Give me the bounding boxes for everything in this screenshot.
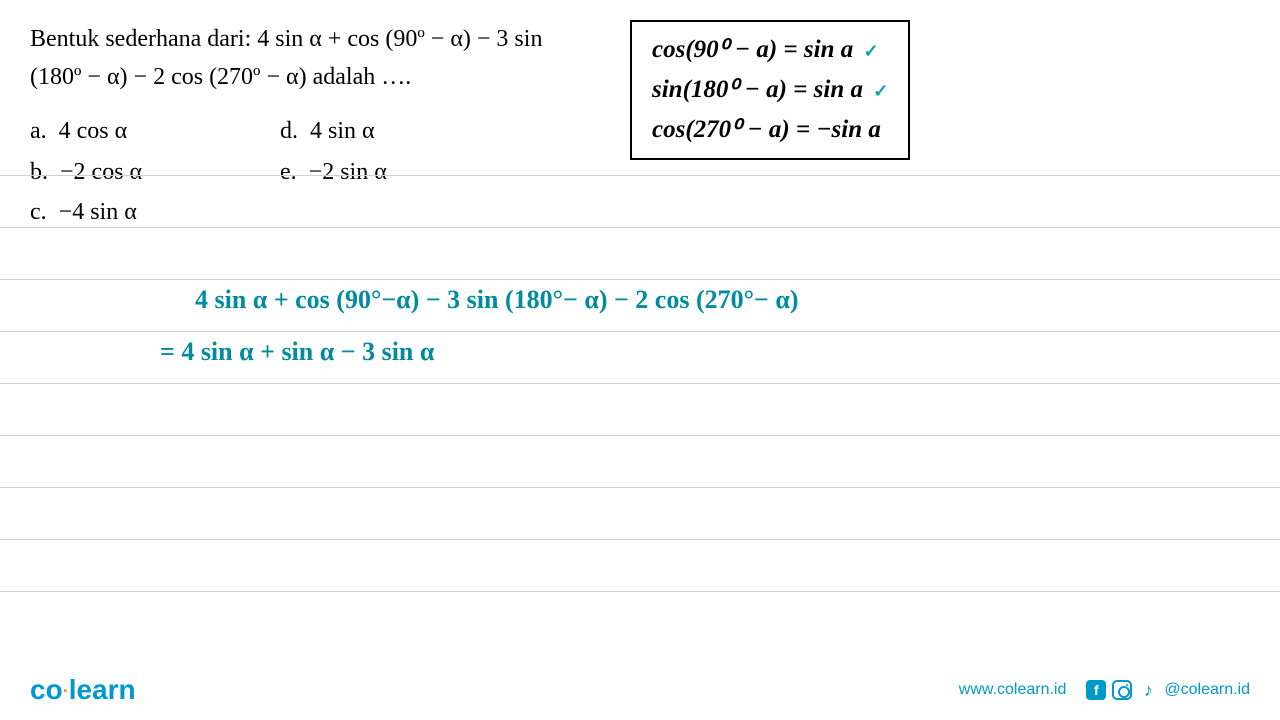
option-d: d. 4 sin α xyxy=(280,111,480,152)
tiktok-icon: ♪ xyxy=(1138,680,1158,700)
formula-3: cos(270⁰ − a) = −sin a xyxy=(652,110,888,150)
ruled-line xyxy=(0,383,1280,384)
ruled-line xyxy=(0,487,1280,488)
instagram-icon xyxy=(1112,680,1132,700)
formula-box: cos(90⁰ − a) = sin a ✓ sin(180⁰ − a) = s… xyxy=(630,20,910,160)
handwriting-line1: 4 sin α + cos (90°−α) − 3 sin (180°− α) … xyxy=(195,285,799,315)
checkmark-icon: ✓ xyxy=(873,81,888,101)
ruled-line xyxy=(0,279,1280,280)
ruled-line xyxy=(0,227,1280,228)
handwriting-line2: = 4 sin α + sin α − 3 sin α xyxy=(160,337,434,367)
formula-2: sin(180⁰ − a) = sin a ✓ xyxy=(652,70,888,110)
logo: co·learn xyxy=(30,674,136,706)
footer-right: www.colearn.id f ♪ @colearn.id xyxy=(959,680,1250,700)
ruled-line xyxy=(0,435,1280,436)
ruled-line xyxy=(0,591,1280,592)
facebook-icon: f xyxy=(1086,680,1106,700)
ruled-line xyxy=(0,331,1280,332)
ruled-line xyxy=(0,175,1280,176)
social-section: f ♪ @colearn.id xyxy=(1086,680,1250,700)
website-link: www.colearn.id xyxy=(959,681,1067,699)
writing-area: 4 sin α + cos (90°−α) − 3 sin (180°− α) … xyxy=(0,175,1280,660)
footer: co·learn www.colearn.id f ♪ @colearn.id xyxy=(0,674,1280,706)
question-prompt: Bentuk sederhana dari: 4 sin α + cos (90… xyxy=(30,20,590,97)
formula-1: cos(90⁰ − a) = sin a ✓ xyxy=(652,30,888,70)
checkmark-icon: ✓ xyxy=(863,41,878,61)
option-a: a. 4 cos α xyxy=(30,111,230,152)
ruled-line xyxy=(0,539,1280,540)
social-handle: @colearn.id xyxy=(1164,681,1250,699)
